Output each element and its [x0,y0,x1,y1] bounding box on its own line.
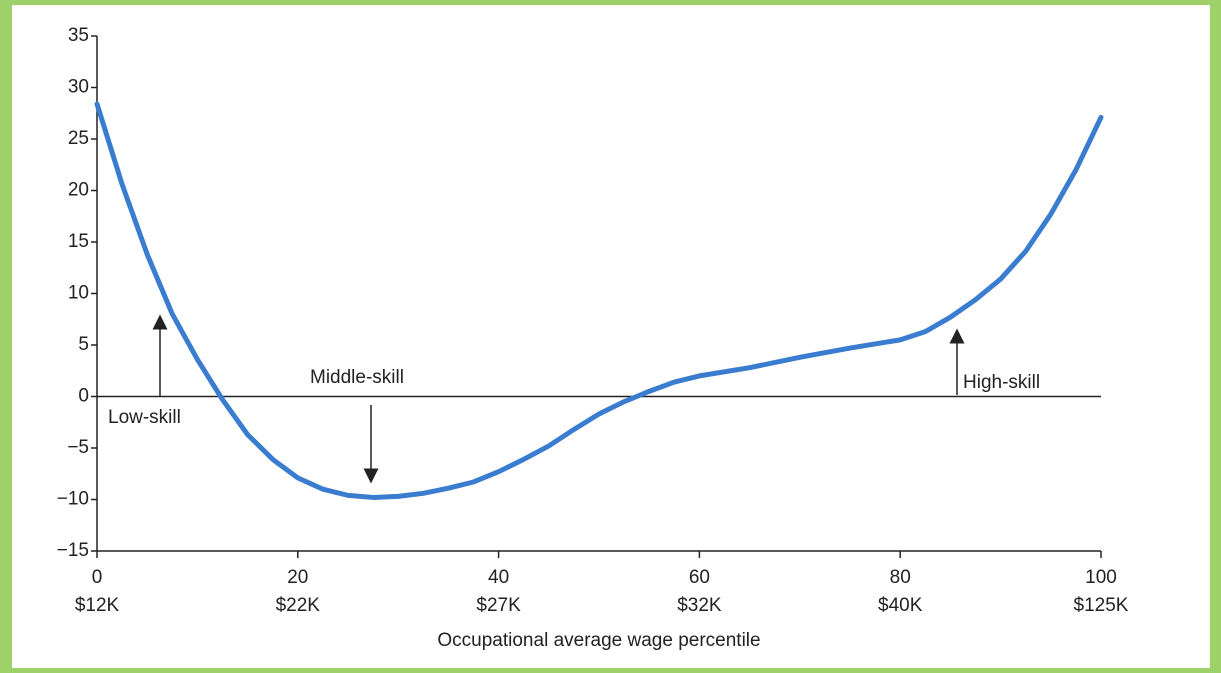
x-tick-label: 60 [689,567,710,588]
y-tick-label: −5 [67,437,89,458]
x-tick-label: 100 [1085,567,1117,588]
x-tick-sublabel: $22K [276,595,321,616]
y-tick-label: 5 [78,334,89,355]
y-tick-label: 30 [68,77,89,98]
y-tick-label: −10 [57,489,89,510]
x-tick-sublabel: $27K [476,595,521,616]
background [12,5,1210,668]
x-tick-label: 0 [92,567,103,588]
x-tick-sublabel: $12K [75,595,120,616]
x-tick-label: 40 [488,567,509,588]
y-tick-label: 15 [68,231,89,252]
y-tick-label: −15 [57,540,89,561]
y-tick-label: 35 [68,25,89,46]
y-tick-label: 10 [68,283,89,304]
y-tick-label: 25 [68,128,89,149]
y-tick-label: 20 [68,180,89,201]
x-tick-sublabel: $40K [878,595,923,616]
annotation: High-skill [963,372,1040,393]
y-tick-label: 0 [78,386,89,407]
line [94,101,1104,500]
x-tick-sublabel: $32K [677,595,722,616]
x-tick-label: 20 [287,567,308,588]
annotation: Low-skill [108,407,181,428]
annotation: Middle-skill [310,367,404,388]
x-tick-label: 80 [890,567,911,588]
x-axis-label: Occupational average wage percentile [437,630,760,651]
x-tick-sublabel: $125K [1074,595,1129,616]
